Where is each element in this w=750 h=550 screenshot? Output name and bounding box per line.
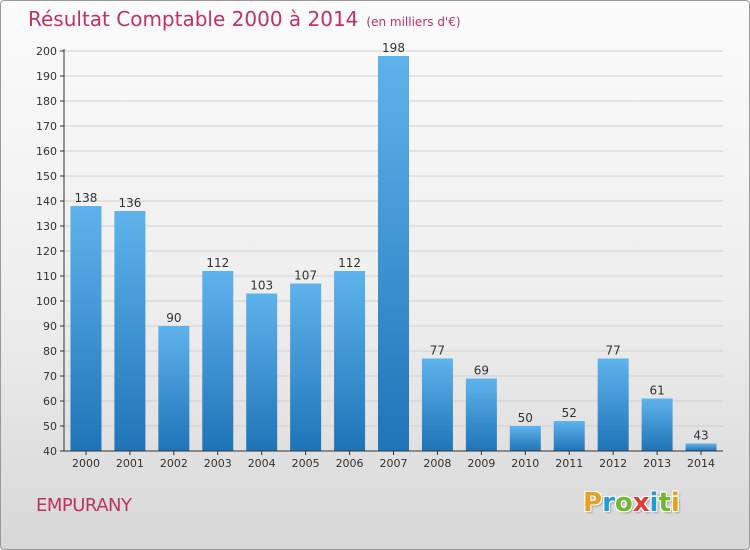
y-tick-label: 50: [43, 420, 57, 433]
data-label: 103: [250, 279, 273, 293]
x-tick-label: 2001: [116, 457, 144, 470]
x-tick-label: 2005: [292, 457, 320, 470]
x-tick-label: 2010: [511, 457, 539, 470]
chart-title-text: Résultat Comptable 2000 à 2014: [28, 7, 359, 31]
y-tick-label: 100: [36, 295, 57, 308]
bar: [202, 271, 234, 451]
data-label: 61: [649, 384, 664, 398]
data-label: 90: [166, 311, 181, 325]
x-tick-label: 2003: [204, 457, 232, 470]
chart-unit: (en milliers d'€): [366, 15, 461, 29]
data-label: 52: [562, 406, 577, 420]
data-label: 138: [75, 191, 98, 205]
logo-letter: t: [658, 488, 671, 518]
data-label: 77: [430, 344, 445, 358]
logo-letter: r: [602, 488, 615, 518]
bar: [290, 283, 322, 451]
logo-letter: x: [632, 488, 650, 518]
logo-letter: P: [583, 488, 603, 518]
x-tick-label: 2008: [423, 457, 451, 470]
logo-letter: o: [614, 488, 633, 518]
data-label: 107: [294, 269, 317, 283]
y-tick-label: 140: [36, 195, 57, 208]
y-tick-label: 120: [36, 245, 57, 258]
y-tick-label: 80: [43, 345, 57, 358]
data-label: 50: [518, 411, 533, 425]
y-tick-label: 170: [36, 120, 57, 133]
bar: [597, 358, 629, 451]
bar: [114, 211, 146, 451]
logo-letter: i: [649, 488, 659, 518]
y-tick-label: 190: [36, 70, 57, 83]
y-tick-label: 60: [43, 395, 57, 408]
chart-title: Résultat Comptable 2000 à 2014 (en millie…: [28, 7, 461, 31]
y-tick-label: 110: [36, 270, 57, 283]
x-tick-label: 2006: [336, 457, 364, 470]
y-tick-label: 90: [43, 320, 57, 333]
x-tick-label: 2002: [160, 457, 188, 470]
data-label: 77: [606, 344, 621, 358]
x-tick-label: 2007: [380, 457, 408, 470]
bar: [70, 206, 102, 451]
bar: [158, 326, 190, 451]
data-label: 69: [474, 364, 489, 378]
x-tick-label: 2013: [643, 457, 671, 470]
bar: [685, 443, 717, 451]
x-tick-label: 2012: [599, 457, 627, 470]
data-label: 198: [382, 41, 405, 55]
logo-letter: i: [670, 488, 680, 518]
x-tick-label: 2004: [248, 457, 276, 470]
bar: [421, 358, 453, 451]
y-tick-label: 130: [36, 220, 57, 233]
data-labels: 138 136 90 112 103 107 112 198 77 69 50 52 77 61 43: [75, 41, 709, 443]
data-label: 136: [118, 196, 141, 210]
bar: [465, 378, 497, 451]
bar: [246, 293, 278, 451]
x-tick-label: 2014: [687, 457, 715, 470]
commune-name: EMPURANY: [36, 495, 132, 516]
x-tick-label: 2009: [467, 457, 495, 470]
data-label: 112: [338, 256, 361, 270]
y-tick-label: 160: [36, 145, 57, 158]
y-tick-label: 40: [43, 445, 57, 458]
axes: 40 50 60 70 80 90 100 110 120 130 140 150 160 170 180 1…: [36, 45, 723, 470]
x-tick-label: 2011: [555, 457, 583, 470]
bar: [509, 426, 541, 451]
bar: [378, 56, 409, 451]
bars: [70, 56, 717, 451]
data-label: 43: [693, 429, 708, 443]
proxiti-logo: Proxiti: [583, 488, 680, 518]
bar: [641, 398, 673, 451]
y-tick-label: 150: [36, 170, 57, 183]
y-tick-label: 200: [36, 45, 57, 58]
bar: [334, 271, 366, 451]
bar: [553, 421, 585, 451]
x-tick-label: 2000: [72, 457, 100, 470]
y-tick-label: 70: [43, 370, 57, 383]
data-label: 112: [206, 256, 229, 270]
y-tick-label: 180: [36, 95, 57, 108]
